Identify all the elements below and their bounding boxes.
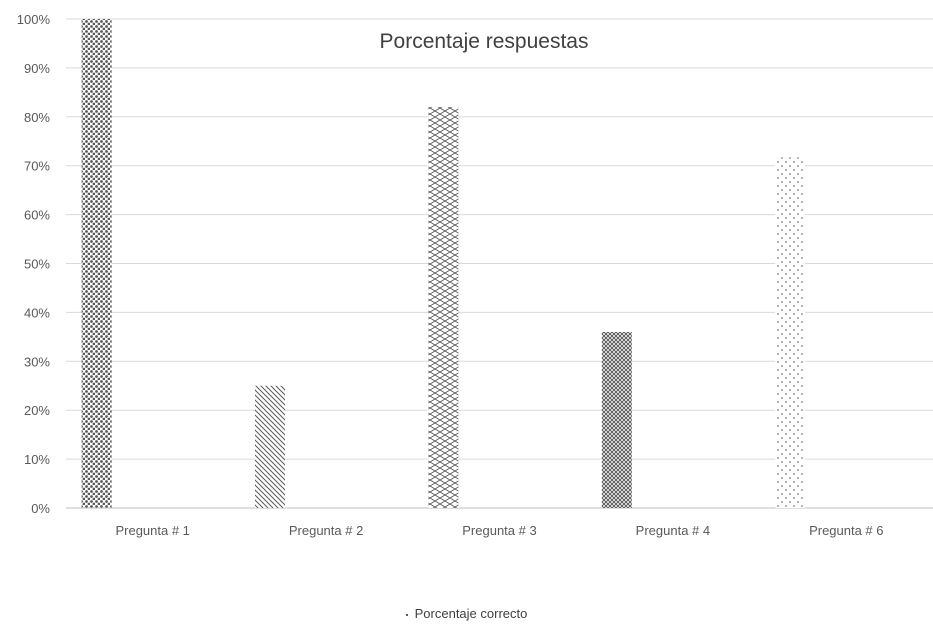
y-tick-label: 80% bbox=[24, 110, 50, 125]
y-tick-label: 30% bbox=[24, 354, 50, 369]
x-tick-label: Pregunta # 1 bbox=[115, 523, 189, 538]
y-tick-label: 50% bbox=[24, 257, 50, 272]
x-tick-label: Pregunta # 2 bbox=[289, 523, 363, 538]
x-tick-label: Pregunta # 6 bbox=[809, 523, 883, 538]
legend-marker bbox=[405, 613, 408, 616]
bars bbox=[81, 19, 806, 509]
bar bbox=[255, 385, 286, 508]
y-tick-label: 40% bbox=[24, 305, 50, 320]
y-tick-label: 20% bbox=[24, 403, 50, 418]
x-tick-label: Pregunta # 3 bbox=[462, 523, 536, 538]
bar bbox=[775, 155, 806, 509]
y-tick-label: 10% bbox=[24, 452, 50, 467]
legend-label: Porcentaje correcto bbox=[414, 606, 528, 621]
gridlines bbox=[66, 18, 933, 509]
chart-title: Porcentaje respuestas bbox=[380, 30, 589, 53]
bar bbox=[428, 107, 459, 509]
y-axis-tick-labels: 0% 10% 20% 30% 40% 50% 60% 70% 80% 90% 100% bbox=[17, 12, 51, 516]
y-tick-label: 70% bbox=[24, 159, 50, 174]
y-tick-label: 90% bbox=[24, 61, 50, 76]
bar bbox=[81, 19, 112, 508]
legend: Porcentaje correcto bbox=[0, 606, 933, 621]
y-tick-label: 60% bbox=[24, 208, 50, 223]
y-tick-label: 100% bbox=[17, 12, 51, 27]
bar bbox=[601, 331, 632, 508]
y-tick-label: 0% bbox=[31, 501, 50, 516]
x-tick-label: Pregunta # 4 bbox=[636, 523, 710, 538]
x-axis-tick-labels: Pregunta # 1 Pregunta # 2 Pregunta # 3 Preg… bbox=[115, 523, 883, 538]
